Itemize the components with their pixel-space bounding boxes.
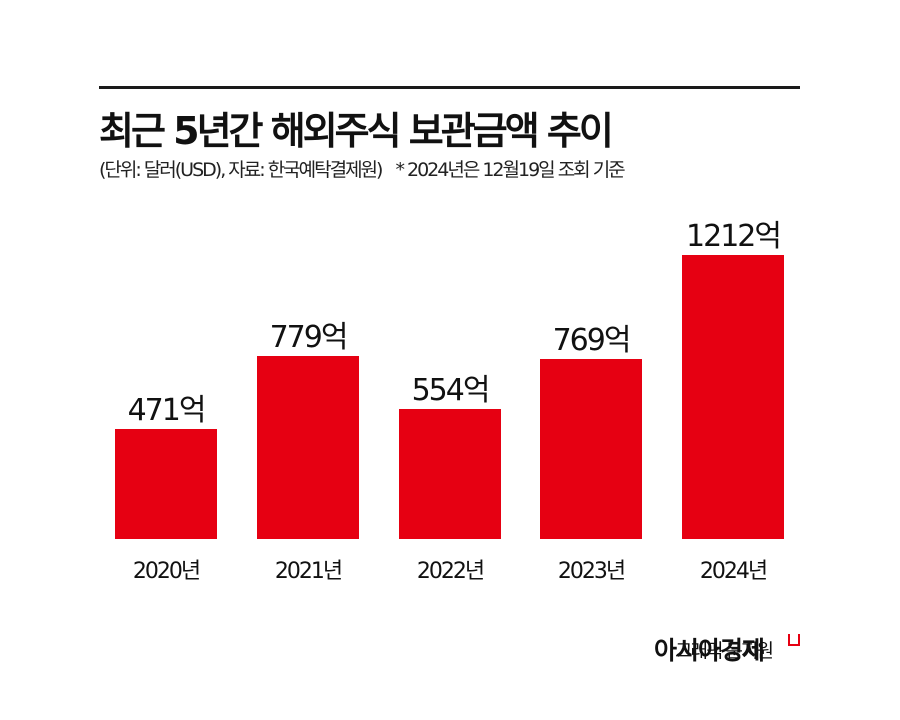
value-label: 779억 bbox=[269, 320, 349, 355]
bar-2023 bbox=[540, 359, 642, 539]
brand-mark-icon bbox=[788, 634, 800, 646]
category-label: 2020년 bbox=[132, 559, 201, 584]
unit-source-text: (단위: 달러(USD), 자료: 한국예탁결제원) bbox=[99, 159, 383, 181]
title-rule bbox=[99, 86, 800, 89]
bar-2021 bbox=[257, 356, 359, 539]
value-label: 769억 bbox=[552, 323, 632, 358]
value-label: 471억 bbox=[127, 393, 207, 428]
value-label: 554억 bbox=[411, 373, 491, 408]
category-label: 2023년 bbox=[557, 559, 626, 584]
chart-title: 최근 5년간 해외주식 보관금액 추이 bbox=[99, 109, 614, 153]
footnote-text: * 2024년은 12월19일 조회 기준 bbox=[395, 159, 625, 181]
bar-2022 bbox=[399, 409, 501, 539]
bar-2024 bbox=[682, 255, 784, 539]
value-label: 1212억 bbox=[686, 219, 782, 254]
graphic-credit: 그래픽 문지원 bbox=[675, 640, 774, 662]
chart-subtitle: (단위: 달러(USD), 자료: 한국예탁결제원) * 2024년은 12월19… bbox=[99, 155, 626, 182]
bar-2020 bbox=[115, 429, 217, 539]
category-label: 2021년 bbox=[274, 559, 343, 584]
brand-logo: 아시아경제 bbox=[654, 636, 765, 665]
category-label: 2024년 bbox=[699, 559, 768, 584]
category-label: 2022년 bbox=[416, 559, 485, 584]
